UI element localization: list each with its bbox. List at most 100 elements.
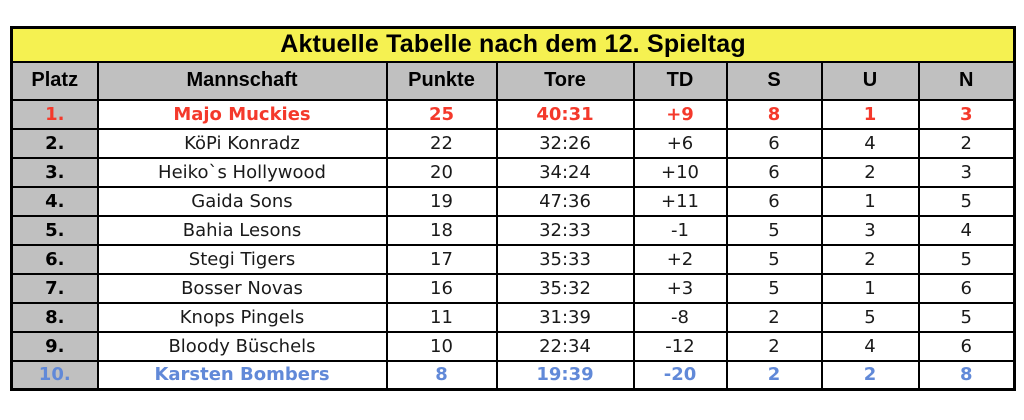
table-row: 8. Knops Pingels 11 31:39 -8 2 5 5 [10,301,1016,333]
cell-tore: 35:32 [495,272,635,304]
cell-tore: 34:24 [495,156,635,188]
cell-punkte: 17 [385,243,498,275]
cell-mannschaft: Bloody Büschels [96,330,388,362]
cell-tore: 19:39 [495,359,635,391]
cell-mannschaft: Karsten Bombers [96,359,388,391]
cell-mannschaft: Heiko`s Hollywood [96,156,388,188]
table-row: 3. Heiko`s Hollywood 20 34:24 +10 6 2 3 [10,156,1016,188]
cell-tore: 32:26 [495,127,635,159]
cell-n: 8 [917,359,1016,391]
table-row: 10. Karsten Bombers 8 19:39 -20 2 2 8 [10,359,1016,391]
cell-n: 3 [917,156,1016,188]
cell-u: 1 [820,185,920,217]
cell-mannschaft: Knops Pingels [96,301,388,333]
cell-s: 5 [725,272,823,304]
cell-platz: 1. [10,98,99,130]
table-row: 9. Bloody Büschels 10 22:34 -12 2 4 6 [10,330,1016,362]
column-header-td: TD [632,60,728,101]
cell-s: 6 [725,185,823,217]
cell-platz: 7. [10,272,99,304]
cell-punkte: 20 [385,156,498,188]
column-header-mannschaft: Mannschaft [96,60,388,101]
column-header-u: U [820,60,920,101]
header-row: Platz Mannschaft Punkte Tore TD S U N [10,60,1016,101]
cell-punkte: 22 [385,127,498,159]
cell-td: +10 [632,156,728,188]
cell-td: -20 [632,359,728,391]
cell-mannschaft: Stegi Tigers [96,243,388,275]
cell-td: -1 [632,214,728,246]
cell-platz: 3. [10,156,99,188]
cell-platz: 8. [10,301,99,333]
cell-platz: 5. [10,214,99,246]
cell-n: 3 [917,98,1016,130]
table-row: 6. Stegi Tigers 17 35:33 +2 5 2 5 [10,243,1016,275]
cell-n: 5 [917,301,1016,333]
league-table-container: Aktuelle Tabelle nach dem 12. Spieltag P… [10,26,1016,391]
cell-td: +3 [632,272,728,304]
table-row: 4. Gaida Sons 19 47:36 +11 6 1 5 [10,185,1016,217]
cell-u: 2 [820,243,920,275]
cell-tore: 40:31 [495,98,635,130]
column-header-platz: Platz [10,60,99,101]
table-row: 2. KöPi Konradz 22 32:26 +6 6 4 2 [10,127,1016,159]
cell-mannschaft: Majo Muckies [96,98,388,130]
cell-tore: 31:39 [495,301,635,333]
cell-platz: 2. [10,127,99,159]
cell-tore: 47:36 [495,185,635,217]
table-row: 7. Bosser Novas 16 35:32 +3 5 1 6 [10,272,1016,304]
cell-s: 6 [725,156,823,188]
cell-tore: 35:33 [495,243,635,275]
cell-platz: 9. [10,330,99,362]
cell-punkte: 25 [385,98,498,130]
cell-s: 5 [725,243,823,275]
cell-punkte: 19 [385,185,498,217]
cell-n: 6 [917,330,1016,362]
cell-tore: 32:33 [495,214,635,246]
table-body: 1. Majo Muckies 25 40:31 +9 8 1 3 2. KöPi Konradz… [10,98,1016,391]
column-header-tore: Tore [495,60,635,101]
cell-tore: 22:34 [495,330,635,362]
cell-s: 5 [725,214,823,246]
cell-u: 4 [820,330,920,362]
cell-mannschaft: Bosser Novas [96,272,388,304]
title-row: Aktuelle Tabelle nach dem 12. Spieltag [10,26,1016,63]
cell-td: +11 [632,185,728,217]
table-row: 5. Bahia Lesons 18 32:33 -1 5 3 4 [10,214,1016,246]
cell-punkte: 8 [385,359,498,391]
cell-n: 6 [917,272,1016,304]
table-row: 1. Majo Muckies 25 40:31 +9 8 1 3 [10,98,1016,130]
cell-s: 2 [725,301,823,333]
table-title: Aktuelle Tabelle nach dem 12. Spieltag [10,26,1016,63]
cell-n: 5 [917,185,1016,217]
cell-u: 1 [820,98,920,130]
cell-punkte: 16 [385,272,498,304]
cell-td: -8 [632,301,728,333]
cell-mannschaft: Gaida Sons [96,185,388,217]
cell-platz: 6. [10,243,99,275]
cell-mannschaft: KöPi Konradz [96,127,388,159]
cell-u: 5 [820,301,920,333]
cell-u: 4 [820,127,920,159]
cell-u: 3 [820,214,920,246]
cell-u: 2 [820,359,920,391]
cell-td: +2 [632,243,728,275]
cell-u: 2 [820,156,920,188]
cell-platz: 4. [10,185,99,217]
cell-n: 4 [917,214,1016,246]
cell-u: 1 [820,272,920,304]
column-header-s: S [725,60,823,101]
cell-s: 2 [725,330,823,362]
cell-n: 2 [917,127,1016,159]
cell-n: 5 [917,243,1016,275]
cell-punkte: 11 [385,301,498,333]
cell-td: -12 [632,330,728,362]
cell-s: 8 [725,98,823,130]
league-table: Aktuelle Tabelle nach dem 12. Spieltag P… [10,26,1016,391]
cell-punkte: 18 [385,214,498,246]
cell-td: +9 [632,98,728,130]
column-header-n: N [917,60,1016,101]
cell-td: +6 [632,127,728,159]
column-header-punkte: Punkte [385,60,498,101]
cell-punkte: 10 [385,330,498,362]
